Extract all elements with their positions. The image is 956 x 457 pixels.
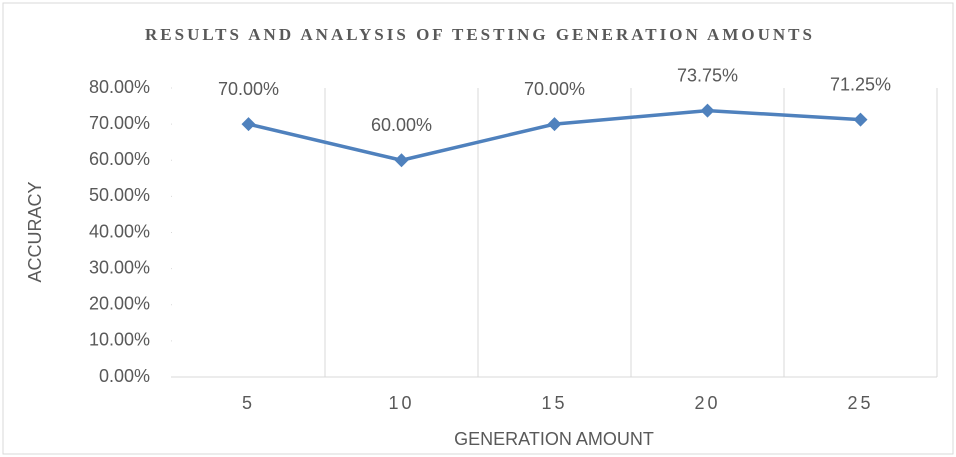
data-label: 71.25%: [830, 74, 891, 94]
data-label: 70.00%: [218, 79, 279, 99]
y-tick-label: 0.00%: [99, 366, 150, 386]
marker: [853, 112, 868, 127]
y-tick-label: 10.00%: [89, 330, 150, 350]
y-tick-label: 70.00%: [89, 113, 150, 133]
y-tick-label: 20.00%: [89, 294, 150, 314]
x-tick-label: 10: [388, 393, 414, 413]
data-label: 73.75%: [677, 65, 738, 85]
y-axis-label: ACCURACY: [25, 181, 45, 282]
y-tick-label: 80.00%: [89, 77, 150, 97]
marker: [241, 117, 256, 132]
data-label: 70.00%: [524, 79, 585, 99]
marker: [547, 117, 562, 132]
y-tick-label: 40.00%: [89, 221, 150, 241]
marker: [394, 153, 409, 168]
x-tick-label: 25: [847, 393, 873, 413]
y-tick-label: 30.00%: [89, 257, 150, 277]
data-label: 60.00%: [371, 115, 432, 135]
x-tick-label: 5: [242, 393, 255, 413]
x-tick-label: 20: [694, 393, 720, 413]
y-tick-label: 60.00%: [89, 149, 150, 169]
chart-title: RESULTS AND ANALYSIS OF TESTING GENERATI…: [145, 25, 815, 44]
marker: [700, 103, 715, 118]
x-axis-label: GENERATION AMOUNT: [454, 429, 654, 449]
x-tick-label: 15: [541, 393, 567, 413]
y-tick-label: 50.00%: [89, 185, 150, 205]
